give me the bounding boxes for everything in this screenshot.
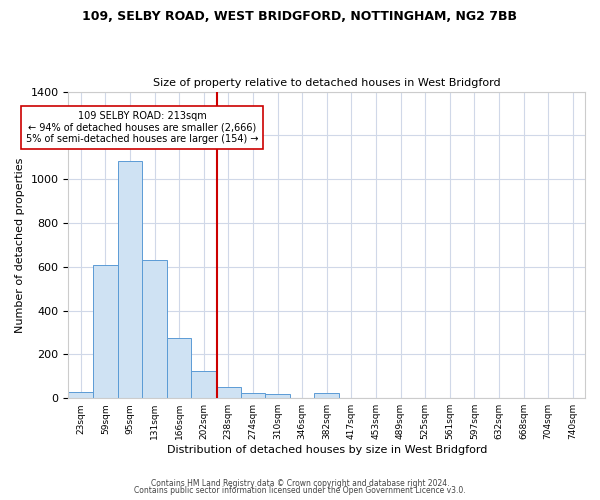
Bar bbox=[68, 392, 93, 398]
Y-axis label: Number of detached properties: Number of detached properties bbox=[15, 157, 25, 332]
Bar bbox=[241, 392, 265, 398]
Bar bbox=[265, 394, 290, 398]
Text: 109 SELBY ROAD: 213sqm
← 94% of detached houses are smaller (2,666)
5% of semi-d: 109 SELBY ROAD: 213sqm ← 94% of detached… bbox=[26, 112, 259, 144]
Text: Contains public sector information licensed under the Open Government Licence v3: Contains public sector information licen… bbox=[134, 486, 466, 495]
Text: Contains HM Land Registry data © Crown copyright and database right 2024.: Contains HM Land Registry data © Crown c… bbox=[151, 478, 449, 488]
Bar bbox=[191, 371, 216, 398]
Bar bbox=[167, 338, 191, 398]
Bar bbox=[216, 388, 241, 398]
Text: 109, SELBY ROAD, WEST BRIDGFORD, NOTTINGHAM, NG2 7BB: 109, SELBY ROAD, WEST BRIDGFORD, NOTTING… bbox=[83, 10, 517, 23]
Bar bbox=[118, 160, 142, 398]
X-axis label: Distribution of detached houses by size in West Bridgford: Distribution of detached houses by size … bbox=[167, 445, 487, 455]
Bar bbox=[142, 260, 167, 398]
Title: Size of property relative to detached houses in West Bridgford: Size of property relative to detached ho… bbox=[153, 78, 500, 88]
Bar bbox=[314, 392, 339, 398]
Bar bbox=[93, 264, 118, 398]
